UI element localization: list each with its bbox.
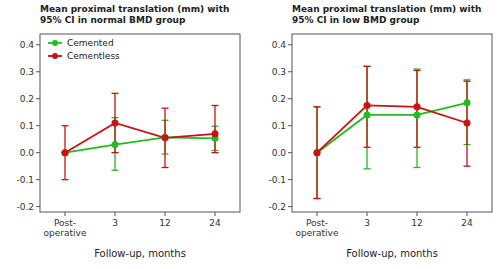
- x-tick: [115, 212, 116, 216]
- data-point: [314, 149, 321, 156]
- x-tick-label: 12: [159, 218, 170, 228]
- legend-marker: [52, 53, 58, 59]
- x-tick-label: 12: [411, 218, 422, 228]
- y-tick-label: -0.2: [16, 202, 34, 212]
- legend-label: Cemented: [67, 38, 114, 48]
- series-line: [317, 105, 467, 152]
- error-bar: [414, 69, 421, 167]
- data-point: [162, 134, 169, 141]
- y-tick-label: -0.1: [16, 175, 34, 185]
- error-bar: [314, 107, 321, 199]
- y-tick-label: 0.4: [272, 40, 287, 50]
- panel: Mean proximal translation (mm) with95% C…: [268, 4, 492, 259]
- error-bar: [162, 108, 169, 167]
- plot-frame: [292, 34, 492, 212]
- x-tick: [417, 212, 418, 216]
- data-point: [62, 149, 69, 156]
- x-tick-label: Post-operative: [44, 218, 87, 238]
- x-tick-label: Post-operative: [296, 218, 339, 238]
- y-tick: [288, 125, 292, 126]
- x-tick: [367, 212, 368, 216]
- error-bar: [364, 66, 371, 147]
- chart: Mean proximal translation (mm) with95% C…: [0, 0, 500, 269]
- y-tick-label: 0.2: [20, 94, 34, 104]
- error-bar: [112, 93, 119, 152]
- data-point: [162, 134, 169, 141]
- error-bar: [364, 66, 371, 168]
- x-tick-label: 3: [112, 218, 118, 228]
- x-tick-label: 24: [461, 218, 473, 228]
- x-tick: [165, 212, 166, 216]
- data-point: [112, 120, 119, 127]
- error-bar: [62, 126, 69, 180]
- y-tick-label: -0.1: [268, 175, 286, 185]
- series-line: [65, 123, 215, 153]
- y-tick-label: -0.2: [268, 202, 286, 212]
- data-point: [464, 99, 471, 106]
- series-line: [317, 103, 467, 153]
- data-point: [314, 149, 321, 156]
- x-axis-label: Follow-up, months: [346, 248, 438, 259]
- y-tick: [36, 206, 40, 207]
- y-tick: [288, 71, 292, 72]
- data-point: [414, 111, 421, 118]
- y-tick-label: 0.1: [20, 121, 34, 131]
- legend: Cemented Cementless: [48, 38, 120, 61]
- y-tick: [288, 206, 292, 207]
- x-tick: [317, 212, 318, 216]
- data-point: [364, 102, 371, 109]
- y-tick-label: 0.1: [272, 121, 286, 131]
- y-tick: [36, 44, 40, 45]
- data-point: [62, 149, 69, 156]
- plot-area: [314, 66, 471, 198]
- title: Mean proximal translation (mm) with95% C…: [40, 4, 229, 25]
- y-tick-label: 0.0: [20, 148, 35, 158]
- y-tick: [288, 98, 292, 99]
- error-bar: [112, 118, 119, 171]
- x-tick: [467, 212, 468, 216]
- y-tick: [36, 71, 40, 72]
- title: Mean proximal translation (mm) with95% C…: [292, 4, 481, 25]
- data-point: [112, 141, 119, 148]
- legend-label: Cementless: [67, 51, 120, 61]
- x-tick-label: 24: [209, 218, 221, 228]
- y-tick: [36, 152, 40, 153]
- y-tick: [36, 125, 40, 126]
- x-tick: [215, 212, 216, 216]
- error-bar: [414, 70, 421, 147]
- error-bar: [212, 105, 219, 152]
- y-tick-label: 0.3: [272, 67, 286, 77]
- y-tick: [288, 179, 292, 180]
- y-tick: [288, 152, 292, 153]
- data-point: [464, 120, 471, 127]
- y-tick-label: 0.0: [272, 148, 287, 158]
- panel: Mean proximal translation (mm) with95% C…: [16, 4, 240, 259]
- y-tick: [36, 98, 40, 99]
- data-point: [414, 103, 421, 110]
- error-bar: [464, 81, 471, 166]
- data-point: [364, 111, 371, 118]
- legend-marker: [52, 40, 58, 46]
- y-tick-label: 0.2: [272, 94, 286, 104]
- x-axis-label: Follow-up, months: [94, 248, 186, 259]
- y-tick-label: 0.3: [20, 67, 34, 77]
- plot-frame: [40, 34, 240, 212]
- data-point: [212, 130, 219, 137]
- error-bar: [314, 107, 321, 199]
- plot-area: [62, 93, 219, 179]
- y-tick-label: 0.4: [20, 40, 35, 50]
- x-tick-label: 3: [364, 218, 370, 228]
- y-tick: [288, 44, 292, 45]
- y-tick: [36, 179, 40, 180]
- x-tick: [65, 212, 66, 216]
